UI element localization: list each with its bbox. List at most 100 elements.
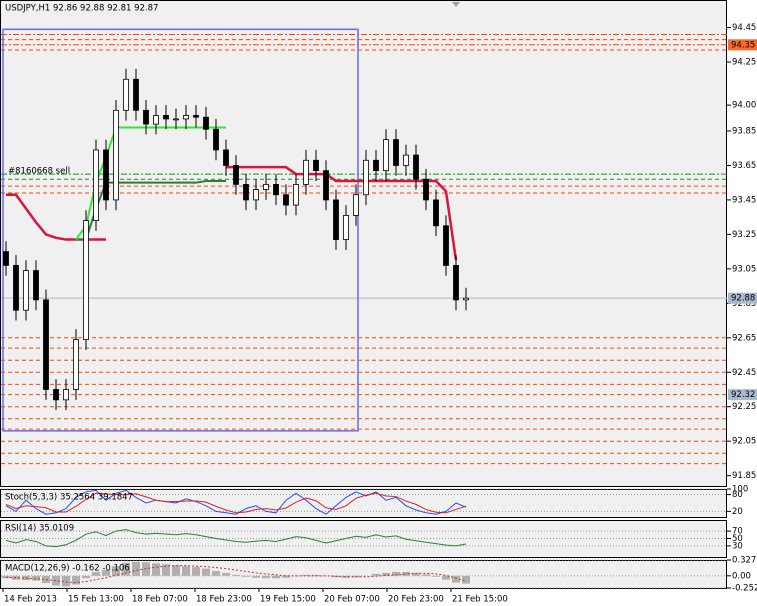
candle-body	[423, 178, 429, 201]
indicator-line	[76, 179, 226, 241]
macd-bar	[432, 575, 440, 577]
y-tick-label: 0.00	[732, 571, 751, 581]
x-tick-label: 19 Feb 15:00	[260, 595, 316, 605]
y-tick-label: 50	[732, 534, 743, 544]
panel-title: Stoch(5,3,3) 35.2564 39.1847	[5, 493, 133, 503]
y-tick-label: 93.05	[732, 264, 756, 274]
oscillator-line	[5, 529, 467, 548]
candle-body	[443, 225, 449, 266]
macd-bar	[62, 575, 70, 587]
indicator-line	[6, 193, 106, 241]
macd-bar	[442, 575, 450, 580]
price-tag	[728, 389, 757, 401]
candle-body	[163, 115, 169, 120]
candle-body	[263, 184, 269, 190]
macd-bar	[112, 566, 120, 576]
macd-bar	[52, 575, 60, 586]
candle-body	[183, 115, 189, 120]
candle-body	[433, 199, 439, 227]
candle-body	[343, 215, 349, 240]
macd-bar	[132, 561, 140, 576]
candle-body	[223, 149, 229, 166]
price-tag-label: 92.32	[731, 390, 755, 400]
candle-body	[113, 109, 119, 201]
candle-body	[283, 194, 289, 206]
candle-body	[203, 116, 209, 130]
macd-bar	[192, 567, 200, 576]
macd-bar	[162, 564, 170, 576]
candle-body	[393, 139, 399, 166]
macd-bar	[172, 565, 180, 576]
macd-bar	[102, 570, 110, 576]
candle-body	[83, 220, 89, 340]
macd-bar	[382, 572, 390, 576]
candle-body	[253, 189, 259, 201]
y-tick-label: 93.25	[732, 230, 756, 240]
candle-body	[363, 159, 369, 196]
oscillator-line	[5, 489, 467, 515]
y-tick-label: 93.85	[732, 126, 756, 136]
candle-body	[293, 184, 299, 206]
shift-marker	[452, 2, 460, 7]
macd-bar	[2, 575, 10, 579]
macd-bar	[272, 575, 280, 579]
y-tick-label: 20	[732, 507, 743, 517]
macd-bar	[212, 570, 220, 576]
price-tag-label: 92.88	[731, 294, 755, 304]
y-tick-label: 0.327	[732, 556, 756, 566]
macd-bar	[72, 575, 80, 585]
y-tick-label: 92.85	[732, 299, 756, 309]
candle-body	[403, 154, 409, 166]
panel-title: MACD(12,26,9) -0.162 -0.106	[5, 564, 130, 574]
y-tick-label: 93.65	[732, 161, 756, 171]
candle-body	[313, 159, 319, 172]
macd-bar	[402, 571, 410, 576]
y-tick-label: 30	[732, 541, 743, 551]
candle-body	[303, 159, 309, 185]
candle-body	[123, 78, 129, 111]
macd-bar	[372, 573, 380, 576]
candle-body	[333, 199, 339, 240]
macd-bar	[252, 575, 260, 578]
y-tick-label: 70	[732, 527, 743, 537]
macd-bar	[242, 575, 250, 577]
candle-body	[93, 149, 99, 221]
x-tick-label: 20 Feb 23:00	[388, 595, 444, 605]
y-tick-label: 80	[732, 490, 743, 500]
macd-bar	[82, 575, 90, 579]
y-tick-label: 92.05	[732, 437, 756, 447]
candle-body	[3, 251, 9, 266]
macd-bar	[182, 566, 190, 576]
x-tick-label: 18 Feb 23:00	[196, 595, 252, 605]
macd-bar	[412, 572, 420, 576]
candle-body	[133, 78, 139, 111]
macd-bar	[342, 575, 350, 578]
indicator-line	[75, 126, 226, 241]
candle-body	[23, 270, 29, 311]
x-tick-label: 20 Feb 07:00	[324, 595, 380, 605]
order-label: #8160668 sell	[8, 167, 70, 177]
rectangle-object	[2, 28, 359, 432]
y-tick-label: 91.85	[732, 471, 756, 481]
x-tick-label: 21 Feb 15:00	[452, 595, 508, 605]
macd-bar	[92, 571, 100, 576]
candle-body	[43, 299, 49, 390]
candle-body	[63, 389, 69, 401]
panel-title: USDJPY,H1 92.86 92.88 92.81 92.87	[5, 4, 158, 14]
candle-body	[323, 170, 329, 201]
candle-body	[453, 265, 459, 301]
signal-line	[5, 565, 467, 584]
candle-body	[213, 128, 219, 151]
macd-bar	[422, 574, 430, 576]
panel-title: RSI(14) 35.0109	[5, 524, 74, 534]
y-tick-label: 94.25	[732, 58, 756, 68]
price-tag	[728, 292, 757, 304]
candle-body	[463, 297, 469, 301]
y-tick-label: 92.25	[732, 402, 756, 412]
macd-bar	[452, 575, 460, 583]
candle-body	[73, 339, 79, 390]
macd-bar	[222, 572, 230, 576]
x-tick-label: 14 Feb 2013	[4, 595, 57, 605]
candle-body	[13, 265, 19, 311]
